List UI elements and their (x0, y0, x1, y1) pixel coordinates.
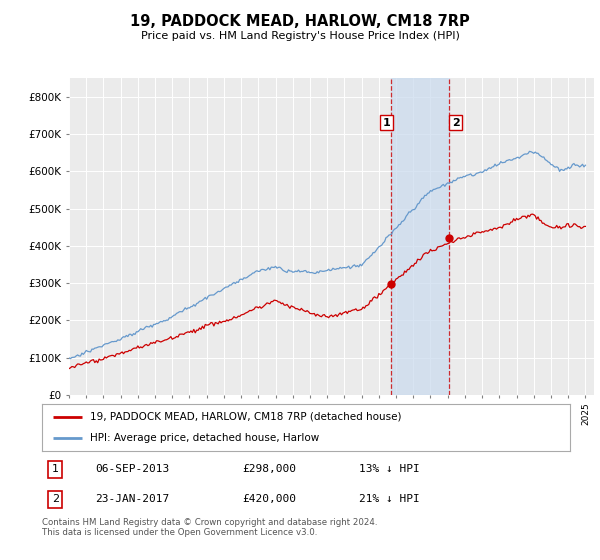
Text: 23-JAN-2017: 23-JAN-2017 (95, 494, 169, 505)
Text: 06-SEP-2013: 06-SEP-2013 (95, 464, 169, 474)
Text: 1: 1 (52, 464, 59, 474)
Text: 1: 1 (382, 118, 390, 128)
Text: 19, PADDOCK MEAD, HARLOW, CM18 7RP: 19, PADDOCK MEAD, HARLOW, CM18 7RP (130, 14, 470, 29)
Text: 13% ↓ HPI: 13% ↓ HPI (359, 464, 419, 474)
Text: 21% ↓ HPI: 21% ↓ HPI (359, 494, 419, 505)
Text: HPI: Average price, detached house, Harlow: HPI: Average price, detached house, Harl… (89, 433, 319, 444)
Bar (391, 78, 449, 395)
Text: 2: 2 (452, 118, 460, 128)
Text: £420,000: £420,000 (242, 494, 296, 505)
Text: £298,000: £298,000 (242, 464, 296, 474)
Text: Contains HM Land Registry data © Crown copyright and database right 2024.
This d: Contains HM Land Registry data © Crown c… (42, 518, 377, 538)
Text: Price paid vs. HM Land Registry's House Price Index (HPI): Price paid vs. HM Land Registry's House … (140, 31, 460, 41)
Text: 2: 2 (52, 494, 59, 505)
Text: 19, PADDOCK MEAD, HARLOW, CM18 7RP (detached house): 19, PADDOCK MEAD, HARLOW, CM18 7RP (deta… (89, 412, 401, 422)
